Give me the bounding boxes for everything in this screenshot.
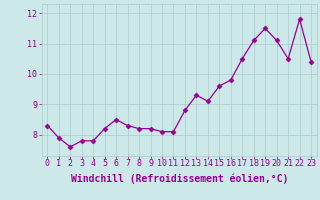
X-axis label: Windchill (Refroidissement éolien,°C): Windchill (Refroidissement éolien,°C) [70, 173, 288, 184]
